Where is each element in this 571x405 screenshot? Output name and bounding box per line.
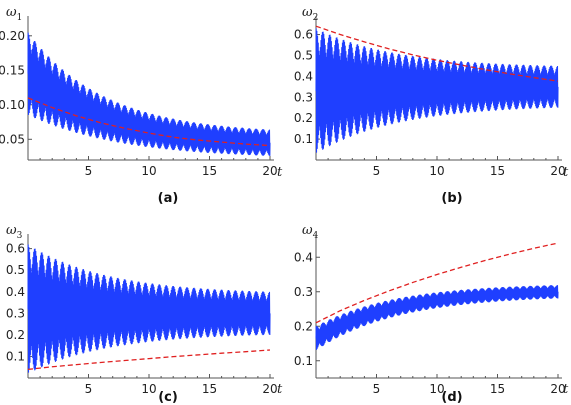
x-tick-label: 10 (429, 382, 444, 396)
envelope-series (315, 242, 559, 324)
x-tick-label: 20 (550, 382, 565, 396)
panel-caption: (d) (441, 390, 462, 405)
y-tick-label: 0.3 (6, 306, 25, 320)
y-tick-label: 0.4 (294, 250, 313, 264)
y-tick-label: 0.1 (294, 132, 313, 146)
y-axis-label: ω4 (302, 223, 319, 241)
x-tick-label: 5 (373, 164, 381, 178)
x-tick-label: 15 (202, 164, 217, 178)
y-axis-label: ω1 (6, 5, 22, 23)
panel-2: 5 10 15 20 0.1 0.2 0.3 0.4 0.5 0.6ω3 t (c) (6, 223, 283, 405)
x-tick-label: 20 (262, 382, 277, 396)
y-tick-label: 0.5 (294, 48, 313, 62)
y-tick-label: 0.05 (0, 132, 25, 146)
x-tick-label: 5 (85, 382, 93, 396)
envelope-series (315, 25, 559, 82)
x-tick-label: 15 (202, 382, 217, 396)
y-tick-label: 0.4 (294, 69, 313, 83)
x-tick-label: 5 (85, 164, 93, 178)
x-tick-label: 10 (429, 164, 444, 178)
x-axis-label: t (277, 382, 283, 397)
panel-caption: (a) (158, 191, 179, 206)
y-tick-label: 0.2 (294, 111, 313, 125)
y-tick-label: 0.2 (294, 319, 313, 333)
y-axis-label: ω2 (302, 5, 318, 23)
oscillation-series (27, 244, 271, 373)
y-tick-label: 0.20 (0, 29, 25, 43)
oscillation-series (315, 285, 559, 350)
x-tick-label: 15 (490, 164, 505, 178)
x-axis-label: t (563, 165, 569, 180)
envelope-series (27, 349, 271, 371)
y-tick-label: 0.6 (294, 28, 313, 42)
oscillation-series (27, 32, 271, 156)
x-axis-label: t (563, 382, 569, 397)
oscillation-series (315, 28, 559, 153)
x-tick-label: 10 (141, 382, 156, 396)
y-tick-label: 0.2 (6, 328, 25, 342)
y-tick-label: 0.15 (0, 63, 25, 77)
panel-caption: (c) (158, 390, 178, 405)
envelope-series (27, 97, 271, 147)
y-axis-label: ω3 (6, 223, 23, 241)
x-tick-label: 20 (262, 164, 277, 178)
panel-caption: (b) (441, 191, 462, 206)
panel-0: 5 10 15 20 0.05 0.10 0.15 0.20 ω1 t (a) (0, 5, 283, 206)
y-tick-label: 0.6 (6, 242, 25, 256)
panel-3: 5 10 15 20 0.1 0.2 0.3 0.4 ω4 t (d) (294, 223, 569, 405)
x-tick-label: 5 (373, 382, 381, 396)
y-tick-label: 0.10 (0, 98, 25, 112)
y-tick-label: 0.4 (6, 285, 25, 299)
panel-1: 5 10 15 20 0.1 0.2 0.3 0.4 0.5 0.6 ω2 t (b) (294, 5, 569, 206)
y-tick-label: 0.5 (6, 263, 25, 277)
x-tick-label: 20 (550, 164, 565, 178)
y-tick-label: 0.3 (294, 90, 313, 104)
y-tick-label: 0.3 (294, 285, 313, 299)
y-tick-label: 0.1 (294, 354, 313, 368)
x-axis-label: t (277, 165, 283, 180)
y-tick-label: 0.1 (6, 349, 25, 363)
x-tick-label: 10 (141, 164, 156, 178)
x-tick-label: 15 (490, 382, 505, 396)
